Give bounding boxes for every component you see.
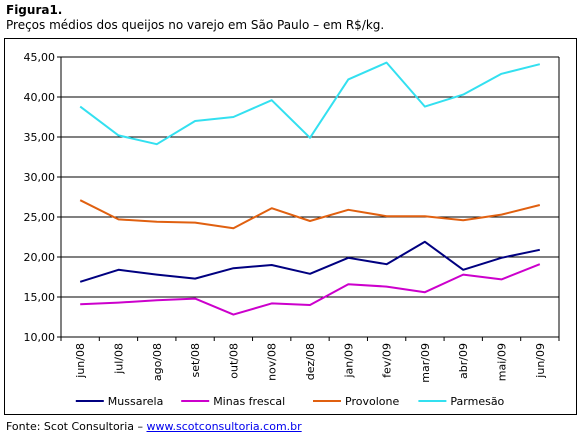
x-tick-label: jul/08	[112, 343, 125, 375]
x-tick-label: fev/09	[381, 343, 394, 378]
x-tick-label: jun/08	[74, 343, 87, 379]
y-tick-label: 40,00	[24, 91, 56, 104]
source-line: Fonte: Scot Consultoria – www.scotconsul…	[6, 420, 302, 433]
x-tick-label: dez/08	[304, 343, 317, 380]
legend-label: Minas frescal	[213, 395, 285, 408]
series-line-minas-frescal	[80, 263, 541, 316]
y-tick-label: 30,00	[24, 171, 56, 184]
x-tick-label: out/08	[227, 343, 240, 379]
x-tick-label: jan/09	[342, 343, 355, 378]
x-tick-label: mai/09	[496, 343, 509, 381]
x-tick-label: set/08	[189, 343, 202, 378]
source-prefix: Fonte: Scot Consultoria –	[6, 420, 147, 433]
source-link[interactable]: www.scotconsultoria.com.br	[146, 420, 302, 433]
legend-label: Parmesão	[450, 395, 504, 408]
y-tick-label: 20,00	[24, 251, 56, 264]
figure-caption: Preços médios dos queijos no varejo em S…	[6, 18, 385, 32]
y-tick-label: 25,00	[24, 211, 56, 224]
x-tick-label: ago/08	[151, 343, 164, 381]
x-tick-label: nov/08	[266, 343, 279, 381]
figure-label: Figura1.	[6, 3, 63, 17]
y-tick-label: 45,00	[24, 51, 56, 64]
legend-label: Provolone	[345, 395, 399, 408]
x-tick-label: jun/09	[534, 343, 547, 379]
y-tick-label: 35,00	[24, 131, 56, 144]
x-tick-label: mar/09	[419, 343, 432, 383]
line-chart: 10,00 15,00 20,00 25,00 30,00 35,00 40,00 45,00…	[24, 51, 560, 408]
y-tick-label: 10,00	[24, 331, 56, 344]
series-line-provolone	[79, 199, 541, 230]
series-line-parmes-o	[79, 61, 541, 146]
x-tick-label: abr/09	[457, 343, 470, 379]
legend-label: Mussarela	[108, 395, 164, 408]
chart-frame: 10,00 15,00 20,00 25,00 30,00 35,00 40,00 45,00…	[4, 38, 577, 415]
y-tick-label: 15,00	[24, 291, 56, 304]
